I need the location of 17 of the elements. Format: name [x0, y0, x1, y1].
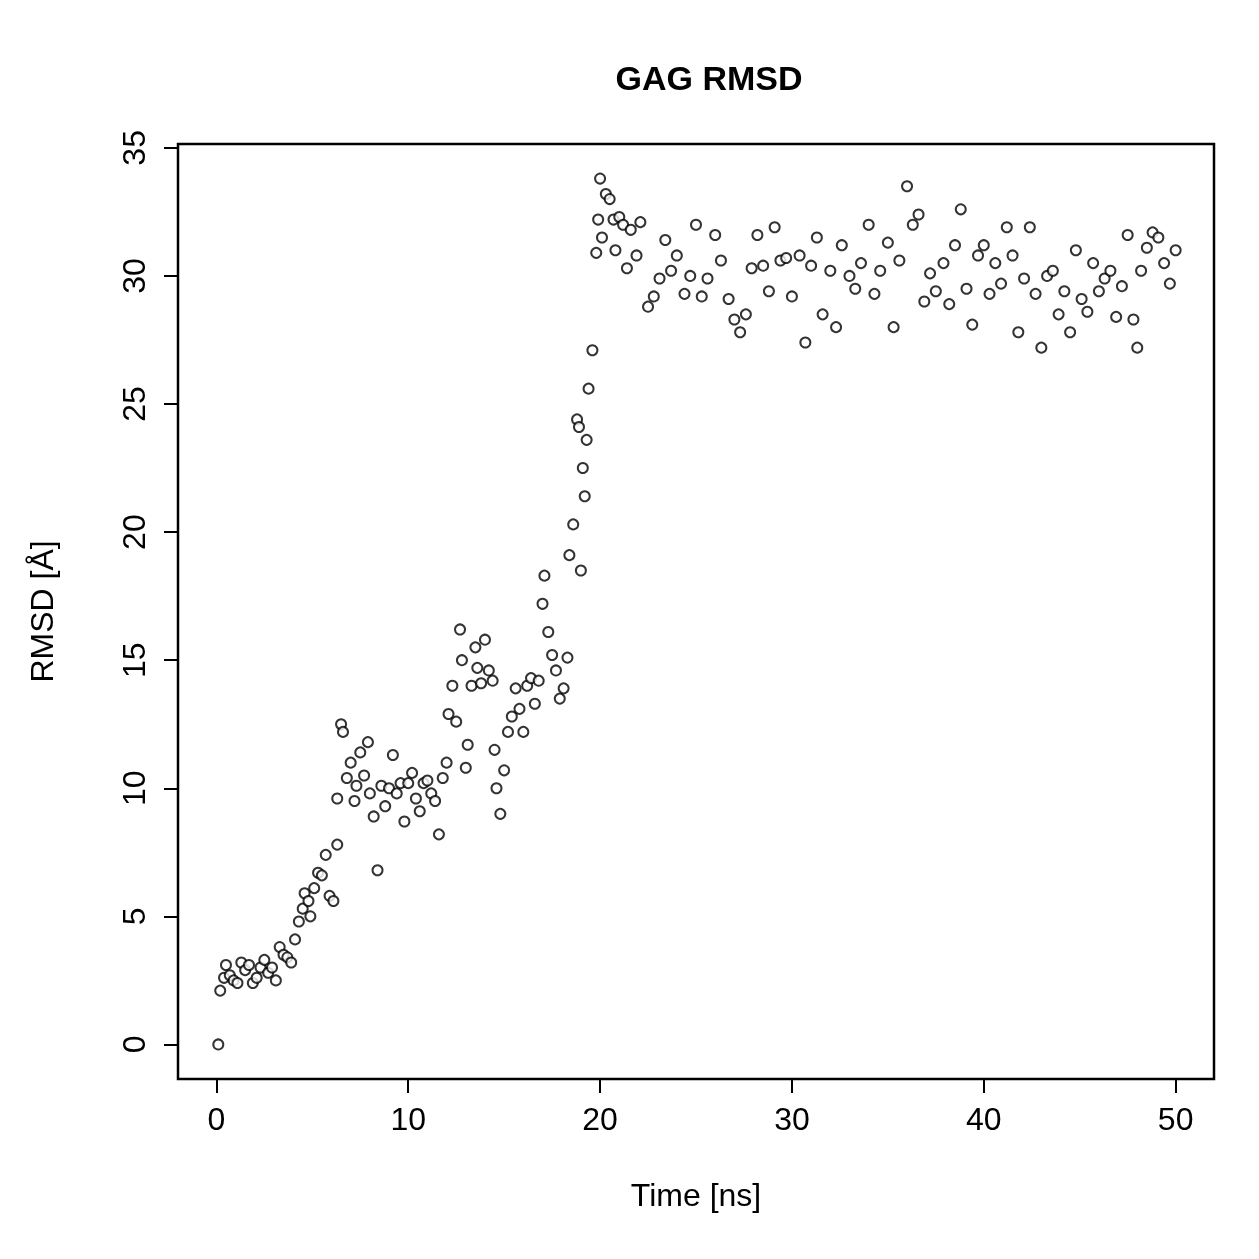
- x-tick-label: 20: [582, 1101, 618, 1137]
- y-tick-label: 35: [116, 130, 152, 166]
- x-tick-label: 10: [390, 1101, 427, 1137]
- chart-title: GAG RMSD: [615, 59, 803, 97]
- x-tick-label: 40: [965, 1101, 1002, 1137]
- x-tick-label: 0: [207, 1101, 226, 1137]
- x-axis-title: Time [ns]: [630, 1177, 762, 1213]
- y-tick-label: 30: [116, 258, 152, 294]
- x-tick-label: 50: [1157, 1101, 1194, 1137]
- y-axis-title: RMSD [Å]: [24, 540, 60, 683]
- x-tick-label: 30: [774, 1101, 810, 1137]
- y-tick-label: 15: [116, 642, 152, 678]
- y-tick-label: 25: [116, 386, 152, 422]
- y-tick-label: 0: [116, 1035, 152, 1054]
- y-tick-label: 10: [116, 770, 152, 807]
- y-tick-label: 20: [116, 514, 152, 550]
- y-tick-label: 5: [116, 907, 152, 926]
